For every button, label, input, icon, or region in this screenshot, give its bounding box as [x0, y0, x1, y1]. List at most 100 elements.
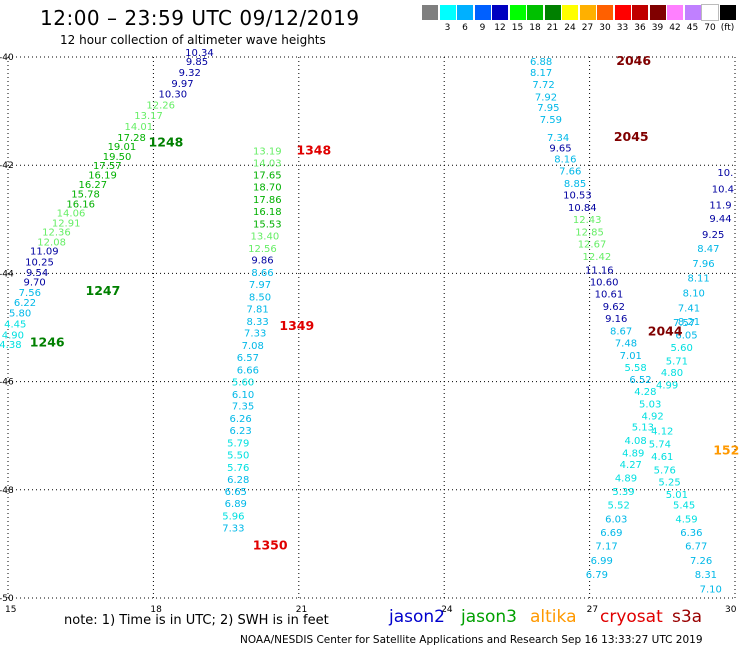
wave-height-value: 6.69	[600, 528, 622, 539]
wave-height-value: 5.96	[222, 512, 244, 523]
wave-height-value: 6.26	[230, 414, 252, 425]
wave-height-value: 9.62	[603, 302, 625, 313]
colorbar-label: 6	[462, 23, 468, 33]
wave-height-value: 7.34	[547, 133, 569, 144]
wave-height-value: 4.38	[0, 340, 22, 351]
wave-height-value: 8.66	[251, 268, 273, 279]
wave-height-value: 10.25	[25, 257, 54, 268]
longitude-tick-label: 30	[725, 605, 737, 615]
wave-height-value: 8.33	[246, 317, 268, 328]
wave-height-value: 4.90	[2, 330, 24, 341]
wave-height-value: 9.54	[26, 268, 48, 279]
wave-height-value: 6.99	[591, 556, 613, 567]
wave-height-value: 4.61	[651, 452, 673, 463]
wave-height-value: 5.50	[227, 450, 249, 461]
colorbar-swatch	[439, 5, 456, 20]
wave-height-value: 6.65	[225, 487, 247, 498]
wave-height-value: 10.	[717, 168, 733, 179]
pass-number-label: 1246	[30, 334, 65, 349]
wave-height-value: 17.65	[253, 171, 282, 182]
wave-height-value: 12.42	[583, 252, 612, 263]
colorbar-label: 42	[669, 23, 681, 33]
satellite-cryosat-label: cryosat	[600, 607, 663, 627]
wave-height-value: 5.60	[671, 343, 693, 354]
colorbar-label: 36	[634, 23, 646, 33]
wave-height-value: 12.67	[578, 239, 607, 250]
wave-height-value: 5.25	[658, 477, 680, 488]
pass-number-label: 1348	[296, 142, 331, 157]
wave-height-value: 5.01	[666, 490, 688, 501]
wave-height-value: 7.81	[246, 304, 268, 315]
wave-height-value: 10.4	[712, 184, 734, 195]
wave-height-value: 4.28	[634, 387, 656, 398]
colorbar-label: 70	[704, 23, 716, 33]
wave-height-value: 7.96	[692, 259, 714, 270]
wave-height-value: 12.08	[37, 237, 66, 248]
wave-height-value: 5.76	[227, 463, 249, 474]
pass-number-label: 2044	[648, 324, 683, 339]
colorbar-label: 18	[529, 23, 541, 33]
colorbar-swatch	[632, 5, 648, 20]
wave-height-value: 19.50	[103, 152, 132, 163]
wave-height-value: 9.65	[549, 144, 571, 155]
wave-height-value: 13.19	[253, 146, 282, 157]
wave-height-value: 5.03	[639, 400, 661, 411]
wave-height-value: 4.12	[651, 427, 673, 438]
wave-height-value: 7.56	[19, 288, 41, 299]
latitude-tick-label: -50	[0, 594, 14, 604]
wave-height-value: 6.66	[237, 365, 259, 376]
wave-height-value: 12.91	[52, 218, 81, 229]
wave-height-value: 17.28	[117, 133, 146, 144]
colorbar-swatch	[719, 5, 736, 20]
wave-height-value: 9.86	[251, 256, 273, 267]
wave-height-value: 16.27	[78, 180, 107, 191]
pass-number-label: 2046	[616, 53, 651, 68]
wave-height-value: 6.23	[230, 426, 252, 437]
colorbar-label: 9	[479, 23, 486, 33]
wave-height-value: 8.31	[695, 570, 717, 581]
wave-height-value: 7.33	[222, 523, 244, 534]
colorbar-swatch	[684, 5, 701, 20]
wave-height-value: 12.56	[248, 244, 277, 255]
longitude-tick-label: 24	[441, 605, 453, 615]
wave-height-value: 15.78	[71, 190, 100, 201]
wave-height-value: 10.53	[563, 191, 592, 202]
wave-height-value: 4.92	[641, 411, 663, 422]
wave-height-value: 5.79	[227, 439, 249, 450]
wave-height-value: 5.45	[673, 501, 695, 512]
page-subtitle: 12 hour collection of altimeter wave hei…	[60, 33, 326, 47]
wave-height-value: 10.30	[158, 90, 187, 101]
pass-number-label: 1350	[253, 537, 288, 552]
wave-height-value: 6.05	[675, 330, 697, 341]
wave-height-value: 5.60	[232, 377, 254, 388]
colorbar-label: (ft)	[720, 23, 735, 33]
wave-height-value: 9.32	[179, 68, 201, 79]
colorbar-swatch	[562, 5, 578, 20]
wave-height-value: 7.08	[242, 341, 264, 352]
pass-number-label: 1349	[279, 318, 314, 333]
latitude-tick-label: -42	[0, 161, 14, 171]
colorbar-label: 3	[444, 23, 451, 33]
wave-height-value: 9.97	[171, 79, 193, 90]
wave-height-value: 6.89	[225, 499, 247, 510]
colorbar-swatch	[614, 5, 631, 20]
wave-height-value: 5.58	[625, 363, 647, 374]
wave-height-value: 18.70	[253, 183, 282, 194]
wave-height-value: 12.85	[575, 228, 604, 239]
wave-height-value: 6.28	[227, 475, 249, 486]
page-title: 12:00 – 23:59 UTC 09/12/2019	[40, 6, 360, 30]
colorbar-swatch	[527, 5, 543, 20]
wave-height-value: 7.92	[535, 92, 557, 103]
wave-height-value: 7.33	[244, 329, 266, 340]
satellite-s3a-label: s3a	[672, 607, 703, 627]
wave-height-value: 9.25	[702, 230, 724, 241]
wave-height-value: 8.21	[678, 317, 700, 328]
colorbar-label: 27	[581, 23, 594, 33]
wave-height-value: 6.03	[605, 514, 627, 525]
wave-height-value: 17.86	[253, 195, 282, 206]
wave-height-value: 8.47	[697, 244, 719, 255]
wave-height-value: 10.60	[590, 277, 619, 288]
wave-height-value: 13.17	[134, 111, 163, 122]
wave-height-value: 4.08	[625, 436, 647, 447]
